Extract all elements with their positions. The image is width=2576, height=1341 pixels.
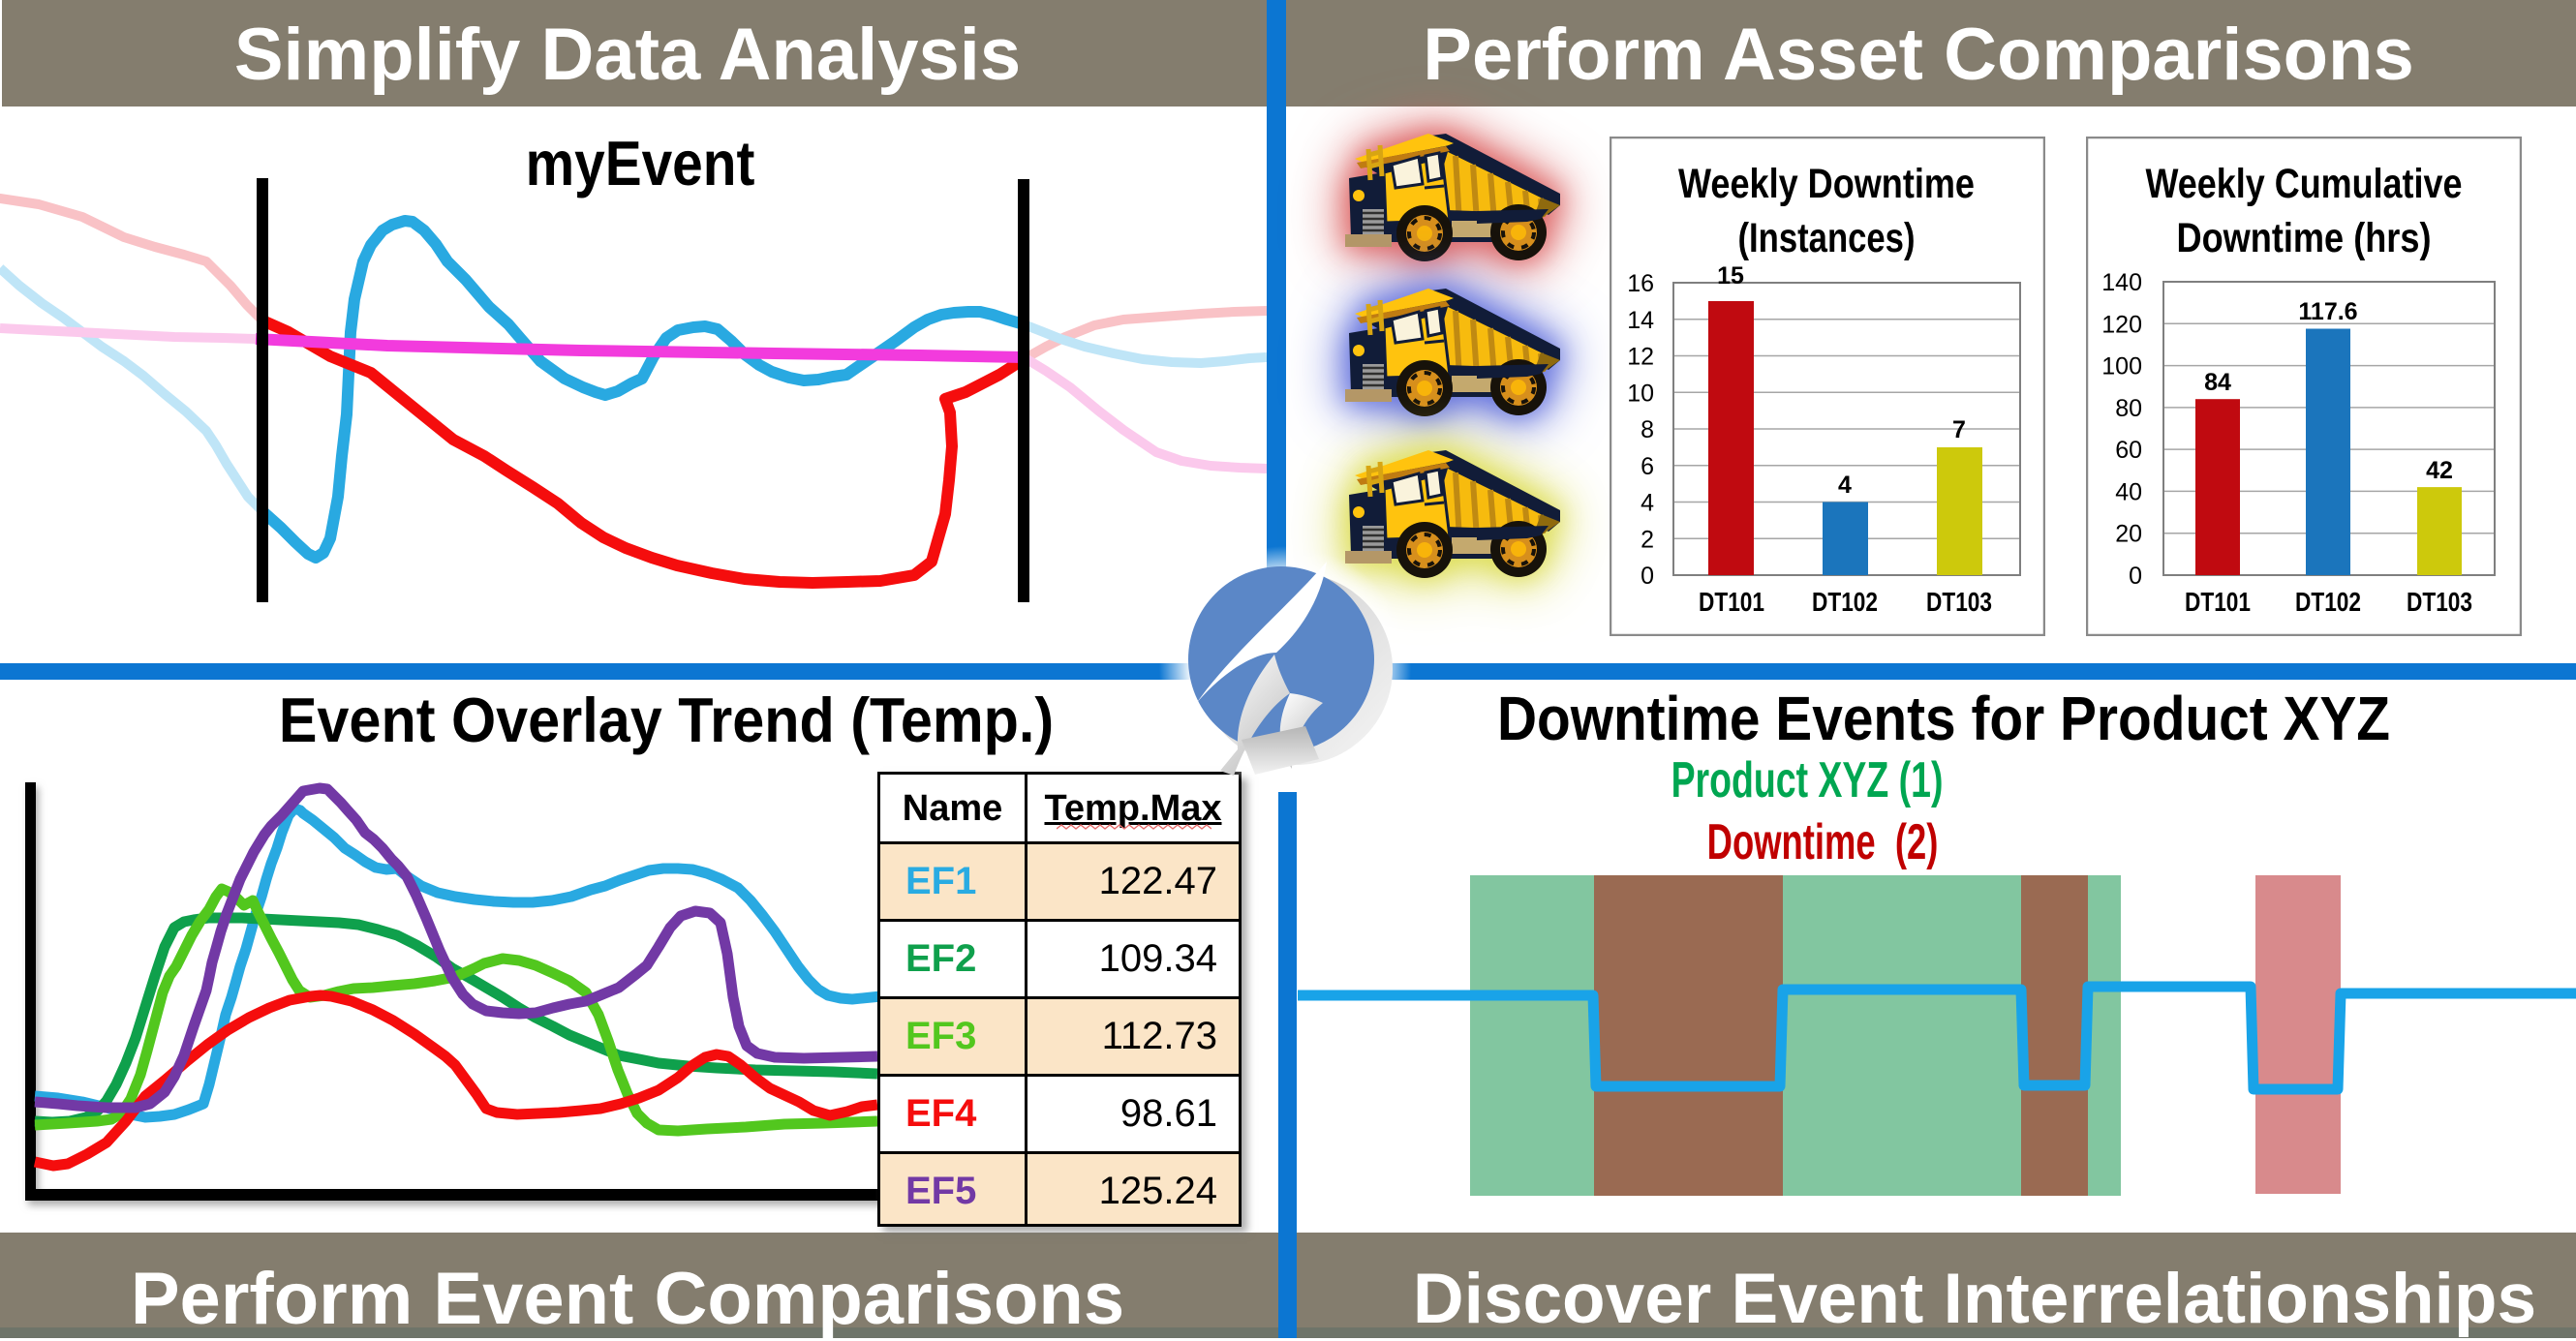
- svg-text:120: 120: [2101, 311, 2142, 338]
- svg-text:117.6: 117.6: [2298, 298, 2357, 325]
- svg-text:DT101: DT101: [2185, 587, 2251, 617]
- svg-text:80: 80: [2115, 395, 2142, 422]
- svg-text:20: 20: [2115, 521, 2142, 548]
- svg-text:12: 12: [1627, 344, 1654, 371]
- svg-text:16: 16: [1627, 270, 1654, 297]
- svg-text:Downtime (hrs): Downtime (hrs): [2177, 215, 2432, 261]
- svg-text:84: 84: [2204, 369, 2231, 396]
- svg-text:10: 10: [1627, 380, 1654, 407]
- svg-text:Weekly Cumulative: Weekly Cumulative: [2146, 161, 2463, 207]
- svg-text:DT103: DT103: [2407, 587, 2472, 617]
- svg-text:DT102: DT102: [1812, 587, 1878, 617]
- svg-text:8: 8: [1641, 416, 1654, 443]
- svg-text:4: 4: [1641, 490, 1654, 517]
- svg-text:DT101: DT101: [1699, 587, 1764, 617]
- svg-text:140: 140: [2101, 269, 2142, 296]
- svg-text:DT103: DT103: [1926, 587, 1992, 617]
- svg-text:(Instances): (Instances): [1738, 215, 1916, 261]
- svg-text:15: 15: [1717, 262, 1744, 290]
- svg-text:60: 60: [2115, 437, 2142, 464]
- svg-text:6: 6: [1641, 453, 1654, 480]
- svg-text:14: 14: [1627, 307, 1654, 334]
- svg-text:7: 7: [1952, 416, 1966, 443]
- svg-text:42: 42: [2426, 457, 2453, 484]
- svg-text:DT102: DT102: [2295, 587, 2361, 617]
- svg-text:100: 100: [2101, 353, 2142, 381]
- svg-text:2: 2: [1641, 526, 1654, 553]
- svg-text:4: 4: [1838, 472, 1852, 499]
- svg-text:Weekly Downtime: Weekly Downtime: [1678, 161, 1975, 207]
- svg-text:0: 0: [2129, 563, 2142, 590]
- svg-text:0: 0: [1641, 563, 1654, 590]
- svg-text:40: 40: [2115, 478, 2142, 505]
